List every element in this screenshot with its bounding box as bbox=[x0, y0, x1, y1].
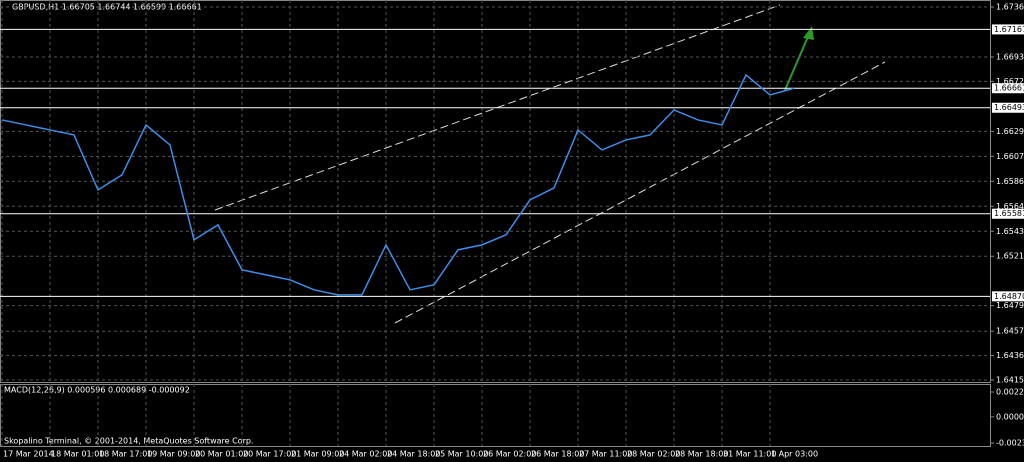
x-tick-label: 19 Mar 09:00 bbox=[147, 450, 200, 459]
channel-line bbox=[394, 61, 886, 324]
macd-tick-label: -0.002393 bbox=[996, 439, 1024, 448]
y-tick-label: 1.65645 bbox=[996, 202, 1024, 211]
x-tick-label: 18 Mar 17:00 bbox=[99, 450, 152, 459]
chart-header: GBPUSD,H1 1.66705 1.66744 1.66599 1.6666… bbox=[12, 3, 202, 12]
level-box bbox=[992, 291, 1024, 302]
macd-tick-label: 0.002274 bbox=[996, 388, 1024, 397]
macd-tick-label: 0.0000 bbox=[996, 412, 1024, 421]
level-box bbox=[992, 208, 1024, 219]
y-tick-label: 1.65860 bbox=[996, 177, 1024, 186]
y-tick-label: 1.64150 bbox=[996, 376, 1024, 385]
price-line bbox=[1, 73, 795, 296]
y-tick-label: 1.66290 bbox=[996, 127, 1024, 136]
x-tick-label: 17 Mar 2014 bbox=[3, 450, 54, 459]
x-tick-label: 24 Mar 18:00 bbox=[387, 450, 440, 459]
level-label: 1.67167 bbox=[994, 25, 1024, 34]
x-tick-label: 1 Apr 03:00 bbox=[771, 450, 818, 459]
x-tick-label: 25 Mar 10:00 bbox=[435, 450, 488, 459]
macd-frame bbox=[0, 384, 991, 447]
x-tick-label: 31 Mar 11:00 bbox=[723, 450, 776, 459]
level-box bbox=[992, 102, 1024, 113]
x-tick-label: 20 Mar 17:00 bbox=[243, 450, 296, 459]
x-tick-label: 18 Mar 01:00 bbox=[51, 450, 104, 459]
y-tick-label: 1.64790 bbox=[996, 301, 1024, 310]
x-tick-label: 28 Mar 18:00 bbox=[675, 450, 728, 459]
main-frame bbox=[0, 0, 991, 383]
x-tick-label: 27 Mar 11:00 bbox=[579, 450, 632, 459]
y-tick-label: 1.64360 bbox=[996, 351, 1024, 360]
level-label: 1.66661 bbox=[994, 84, 1024, 93]
level-label: 1.65581 bbox=[994, 209, 1024, 218]
x-tick-label: 26 Mar 18:00 bbox=[531, 450, 584, 459]
macd-title: MACD(12,26,9) 0.000596 0.000689 -0.00009… bbox=[4, 386, 190, 395]
y-tick-label: 1.65430 bbox=[996, 227, 1024, 236]
level-label: 1.64870 bbox=[994, 292, 1024, 301]
x-tick-label: 21 Mar 09:00 bbox=[291, 450, 344, 459]
arrow bbox=[784, 31, 811, 91]
y-tick-label: 1.67360 bbox=[996, 3, 1024, 12]
x-tick-label: 24 Mar 02:00 bbox=[339, 450, 392, 459]
x-tick-label: 26 Mar 02:00 bbox=[483, 450, 536, 459]
footer: Skopalino Terminal, © 2001-2014, MetaQuo… bbox=[4, 437, 253, 446]
level-box bbox=[992, 83, 1024, 94]
y-tick-label: 1.66930 bbox=[996, 52, 1024, 61]
y-tick-label: 1.64570 bbox=[996, 327, 1024, 336]
level-label: 1.66493 bbox=[994, 103, 1024, 112]
level-box bbox=[992, 24, 1024, 35]
y-tick-label: 1.65215 bbox=[996, 252, 1024, 261]
x-tick-label: 20 Mar 01:00 bbox=[195, 450, 248, 459]
y-tick-label: 1.66075 bbox=[996, 152, 1024, 161]
y-tick-label: 1.66720 bbox=[996, 77, 1024, 86]
x-tick-label: 28 Mar 02:00 bbox=[627, 450, 680, 459]
